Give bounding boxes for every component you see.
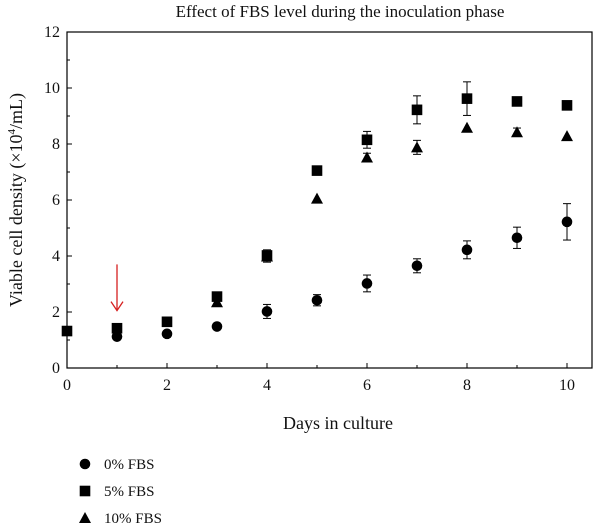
- y-tick-label: 10: [44, 80, 60, 97]
- x-tick-label: 8: [463, 377, 471, 394]
- x-tick-label: 6: [363, 377, 371, 394]
- y-axis-label-sup: 4: [6, 128, 18, 134]
- annotation-arrow-head: [110, 301, 124, 312]
- y-tick-label: 8: [52, 136, 60, 153]
- point-5-fbs: [361, 134, 373, 146]
- point-0-fbs: [111, 331, 123, 342]
- point-10-fbs: [311, 192, 323, 204]
- point-0-fbs: [211, 321, 223, 332]
- chart-title: Effect of FBS level during the inoculati…: [176, 2, 505, 21]
- legend-label-10-fbs: 10% FBS: [104, 511, 162, 527]
- legend-marker-10-fbs: [79, 512, 91, 523]
- point-5-fbs: [461, 93, 473, 104]
- point-5-fbs: [411, 104, 423, 116]
- point-10-fbs: [261, 250, 273, 262]
- y-tick-label: 2: [52, 304, 60, 321]
- point-5-fbs: [111, 322, 123, 334]
- legend-marker-5-fbs: [79, 485, 91, 497]
- point-5-fbs: [561, 100, 573, 111]
- legend: 0% FBS 5% FBS 10% FBS: [79, 457, 162, 527]
- x-axis-label: Days in culture: [283, 413, 393, 433]
- point-10-fbs: [361, 151, 373, 163]
- y-axis-label-tail: /mL): [6, 93, 27, 129]
- point-5-fbs: [161, 316, 173, 328]
- y-axis-label: Viable cell density (×104/mL): [6, 93, 27, 307]
- point-10-fbs: [511, 126, 523, 138]
- x-tick-label: 4: [263, 377, 271, 394]
- point-0-fbs: [511, 232, 523, 244]
- point-0-fbs: [561, 216, 573, 228]
- legend-label-0-fbs: 0% FBS: [104, 457, 154, 473]
- point-5-fbs: [311, 165, 323, 176]
- x-tick-label: 2: [163, 377, 171, 394]
- y-tick-label: 12: [44, 24, 60, 41]
- point-10-fbs: [461, 121, 473, 133]
- point-5-fbs: [511, 96, 523, 107]
- legend-marker-0-fbs: [79, 458, 91, 470]
- point-0-fbs: [311, 294, 323, 306]
- point-0-fbs: [411, 260, 423, 272]
- point-5-fbs: [61, 325, 73, 337]
- point-10-fbs: [411, 141, 423, 153]
- y-tick-label: 6: [52, 192, 60, 209]
- point-0-fbs: [361, 278, 373, 289]
- point-10-fbs: [561, 130, 573, 142]
- plot-area: 0 2 4 6 8 10 0 2 4 6 8 10 12: [44, 24, 593, 394]
- point-0-fbs: [461, 244, 473, 256]
- x-tick-label: 0: [63, 377, 71, 394]
- plot-frame: [66, 31, 593, 369]
- y-tick-label: 0: [52, 360, 60, 377]
- point-0-fbs: [161, 328, 173, 340]
- x-tick-label: 10: [559, 377, 575, 394]
- point-10-fbs: [211, 296, 223, 308]
- y-axis-label-main: Viable cell density (×10: [6, 134, 27, 307]
- legend-label-5-fbs: 5% FBS: [104, 484, 154, 500]
- point-0-fbs: [261, 306, 273, 317]
- y-tick-label: 4: [52, 248, 60, 265]
